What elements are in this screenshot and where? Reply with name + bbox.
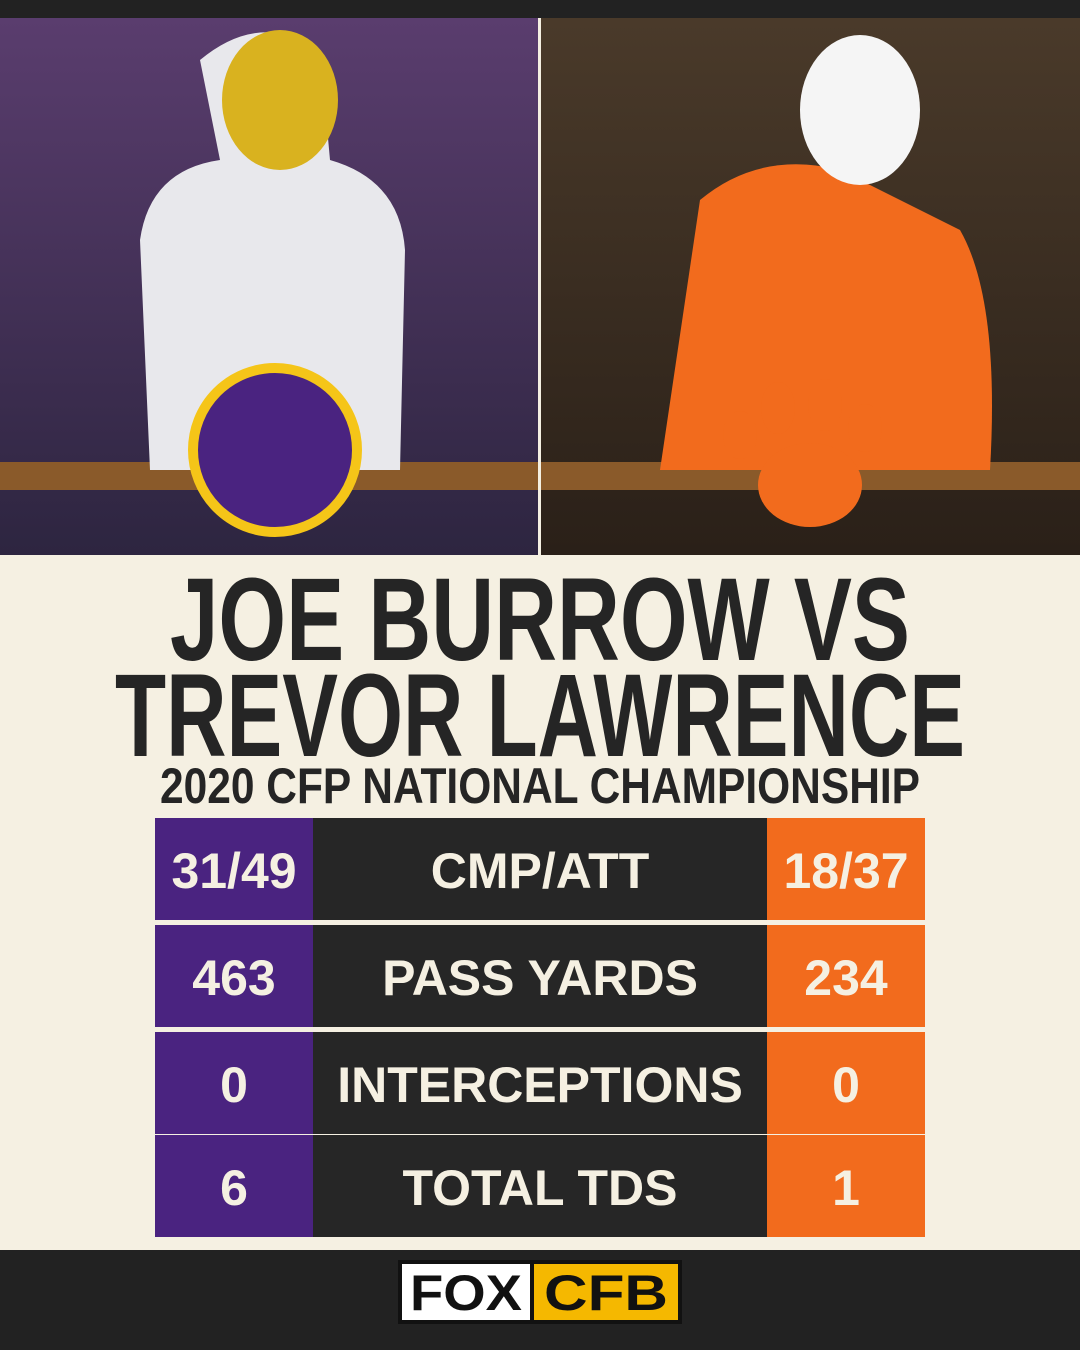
cfb-logo-box bbox=[530, 1260, 682, 1324]
clemson-paw bbox=[723, 379, 882, 527]
stat-label: CMP/ATT bbox=[431, 843, 649, 899]
lawrence-figure bbox=[660, 164, 992, 470]
burrow-helmet bbox=[222, 30, 338, 170]
lsu-stat: 0 bbox=[220, 1057, 248, 1113]
stat-label: PASS YARDS bbox=[382, 950, 698, 1006]
lsu-stat-cell bbox=[155, 925, 313, 1027]
stat-label-cell bbox=[313, 818, 767, 920]
lsu-stat: 463 bbox=[192, 950, 275, 1006]
clemson-stat-cell bbox=[767, 1032, 925, 1134]
lawrence-helmet bbox=[800, 35, 920, 185]
cfb-logo-text: CFB bbox=[544, 1265, 668, 1321]
lsu-stat: 6 bbox=[220, 1160, 248, 1216]
title-line: JOE BURROW VS bbox=[170, 554, 910, 686]
clemson-stat-cell bbox=[767, 818, 925, 920]
stat-label-cell bbox=[313, 1135, 767, 1237]
lsu-stat-cell bbox=[155, 818, 313, 920]
stat-label: TOTAL TDS bbox=[403, 1160, 678, 1216]
lsu-logo bbox=[188, 363, 362, 537]
stat-label-cell bbox=[313, 1032, 767, 1134]
stat-label: INTERCEPTIONS bbox=[337, 1057, 743, 1113]
fox-logo-text: FOX bbox=[410, 1265, 522, 1321]
clemson-stat: 1 bbox=[832, 1160, 860, 1216]
burrow-figure bbox=[140, 32, 405, 470]
subtitle: 2020 CFP NATIONAL CHAMPIONSHIP bbox=[160, 758, 920, 814]
clemson-stat: 0 bbox=[832, 1057, 860, 1113]
clemson-stat: 18/37 bbox=[783, 843, 908, 899]
lsu-stat-cell bbox=[155, 1135, 313, 1237]
lsu-stat-cell bbox=[155, 1032, 313, 1134]
stat-label-cell bbox=[313, 925, 767, 1027]
title-line: TREVOR LAWRENCE bbox=[115, 650, 965, 782]
fox-logo-box bbox=[398, 1260, 534, 1324]
top-bar bbox=[0, 0, 1080, 18]
clemson-stat-cell bbox=[767, 925, 925, 1027]
clemson-stat: 234 bbox=[804, 950, 888, 1006]
lsu-stat: 31/49 bbox=[171, 843, 296, 899]
clemson-stat-cell bbox=[767, 1135, 925, 1237]
stats-table: 31/49 CMP/ATT 18/37 463 PASS YARDS 234 0 INTERC… bbox=[155, 818, 925, 1237]
